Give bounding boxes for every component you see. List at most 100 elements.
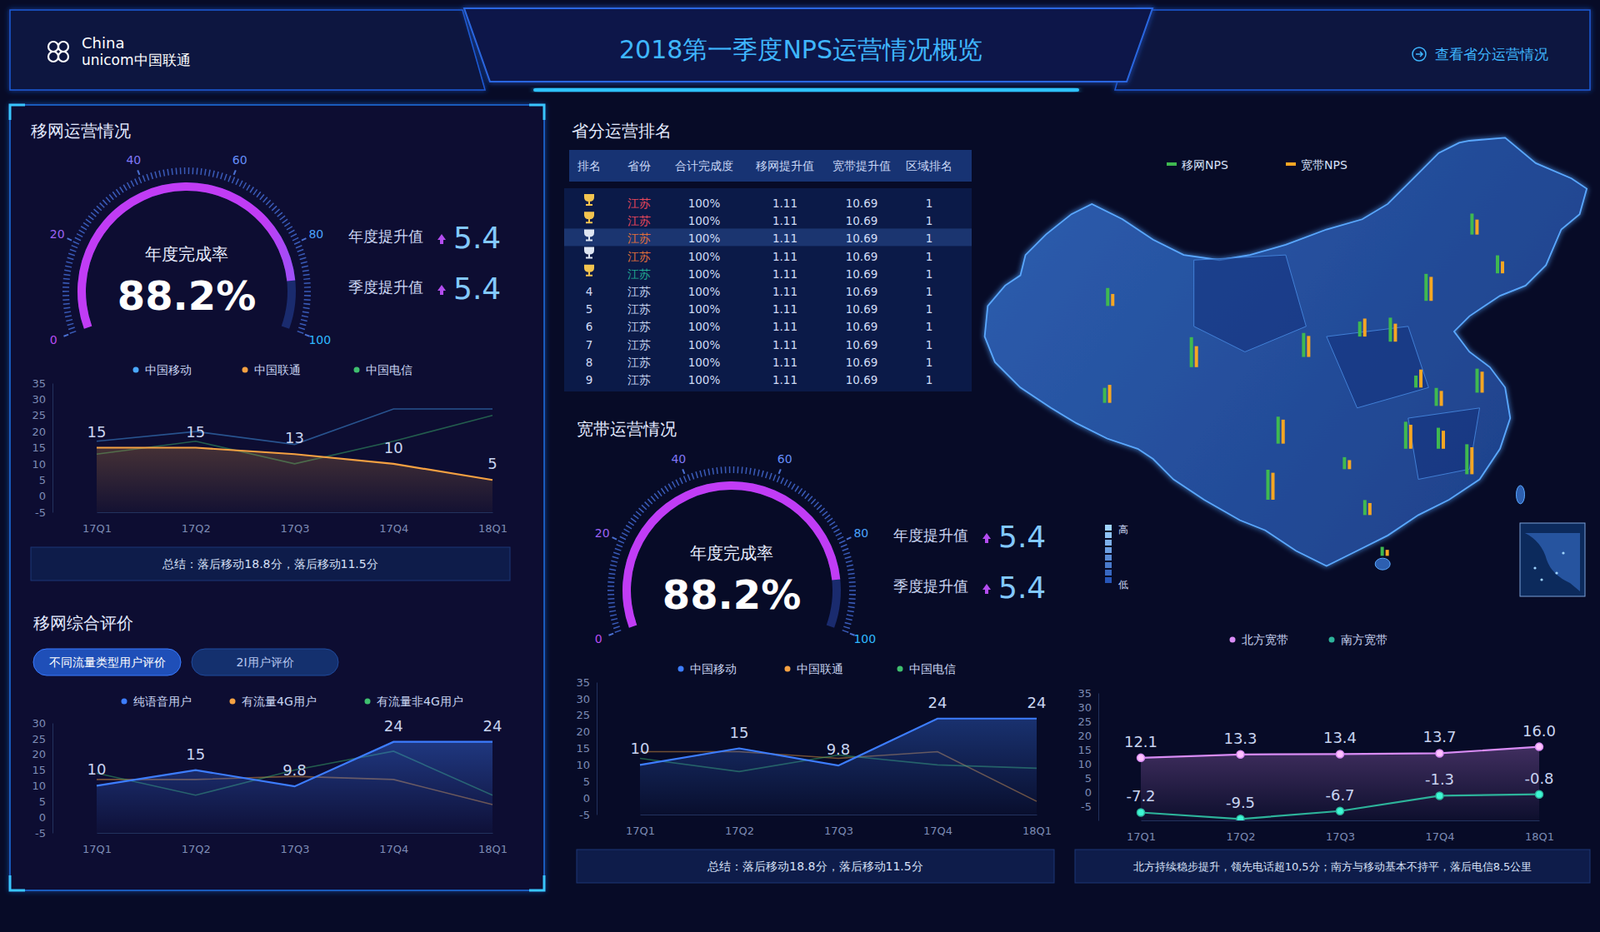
table-cell: 江苏 [627,196,651,210]
series-line [96,742,493,788]
y-tick: 5 [39,474,53,487]
map-bar [1108,385,1112,404]
data-label: 24 [1027,694,1047,712]
gauge-value: 88.2% [117,272,257,320]
series-point [1435,792,1444,800]
y-tick: 10 [31,458,53,471]
gauge-tick [67,238,72,240]
map-bar [1276,416,1280,444]
gauge-tick [682,469,685,475]
data-label: 12.1 [1124,733,1158,751]
table-cell: 江苏 [627,373,651,387]
x-tick: 17Q1 [82,512,112,535]
legend-label: 中国移动 [145,363,192,377]
data-labels: 151513105 [87,423,498,474]
series-point [1535,790,1544,799]
row-highlight [564,228,972,246]
data-label: 15 [87,423,107,441]
tick-label: 20 [31,748,46,761]
gauge-tick-label: 0 [50,333,58,347]
color-scale-step [1105,562,1112,569]
table-cell: 5 [585,302,594,316]
line-chart: 不同流量类型用户评价2I用户评价-505101520253017Q117Q217… [31,649,508,856]
link-icon-arrow[interactable] [1415,51,1423,57]
tab-label[interactable]: 2I用户评价 [235,655,294,670]
color-scale-step [1105,577,1112,584]
table-cell: 10.69 [845,231,879,245]
map-bar [1441,430,1445,450]
tab-button[interactable]: 不同流量类型用户评价 [33,649,181,676]
data-label: -1.3 [1425,770,1455,789]
trophy-icon [584,229,595,241]
column-head: 区域排名 [905,159,953,173]
link-text[interactable]: 查看省分运营情况 [1435,45,1549,63]
data-label: 13 [285,429,305,447]
y-tick: -5 [35,827,53,840]
map-bar [1358,321,1362,337]
legend-label: 中国电信 [909,662,956,676]
map-bar [1271,473,1275,500]
series-point [1137,754,1145,762]
map-bar [1429,276,1433,301]
data-label: 15 [185,423,205,441]
map-bar [1419,370,1423,389]
x-tick: 17Q3 [824,815,854,838]
x-tick: 17Q4 [379,833,409,856]
tick-label: 20 [1077,730,1092,743]
gauge-value-arc [77,182,295,330]
data-label: -6.7 [1325,786,1355,805]
table-cell: 100% [688,338,721,352]
table-cell: 7 [585,338,594,352]
tab-button[interactable]: 2I用户评价 [191,649,339,676]
map-bar [1103,388,1107,404]
logo-knot [48,51,59,62]
data-label: 13.4 [1323,729,1357,747]
table-cell: 1 [925,267,934,281]
tick-label: -5 [35,827,46,840]
gauge-dotted-ring [610,470,853,633]
table-cell: 1 [925,355,934,370]
legend-dot [354,367,360,374]
panel-frame [10,105,545,891]
tab-bg[interactable] [33,649,181,676]
inset-island [1540,578,1543,581]
map-bar [1105,288,1110,307]
tab-bg[interactable] [191,649,339,676]
tab-label[interactable]: 不同流量类型用户评价 [49,655,166,670]
link-icon[interactable] [1412,47,1426,61]
table-cell: 10.69 [845,214,879,228]
x-tick: 17Q3 [1325,820,1355,844]
link-button[interactable]: 查看省分运营情况 [1412,45,1549,63]
tick-label: 18Q1 [1525,830,1555,844]
map-bar [1266,470,1270,500]
panel-corner [529,875,545,891]
table-cell: 江苏 [627,320,651,334]
table-cell: 江苏 [627,231,651,245]
series-area [1140,747,1540,821]
y-tick: 20 [31,425,53,439]
gauge-tick-label: 60 [777,452,793,466]
table-cell: 10.69 [845,320,879,334]
tick-label: 17Q2 [725,825,755,838]
ranking-table: 排名省份合计完成度移网提升值宽带提升值区域排名江苏100%1.1110.691江… [564,150,972,392]
gauge-value-arc [622,481,840,629]
summary-text: 总结：落后移动18.8分，落后移动11.5分 [706,860,923,874]
tick-label: 30 [31,393,46,406]
map-bar [1436,428,1440,450]
x-axis: 17Q117Q217Q317Q418Q1 [1126,820,1555,844]
data-label: -7.2 [1125,787,1155,805]
tick-label: 18Q1 [1022,825,1052,838]
table-cell: 10.69 [845,338,879,352]
inset-island [1533,566,1536,570]
tick-label: 5 [1085,772,1092,785]
map-bar [1414,375,1418,388]
stat-value: 5.4 [453,220,501,255]
y-axis: -505101520253035 [575,676,597,822]
logo-knot [58,41,69,52]
map-outline [985,137,1587,566]
map-bar [1480,371,1485,393]
x-tick: 18Q1 [478,512,508,535]
table-cell: 江苏 [627,302,651,316]
panel-corner [10,875,25,891]
y-tick: 20 [31,748,53,761]
